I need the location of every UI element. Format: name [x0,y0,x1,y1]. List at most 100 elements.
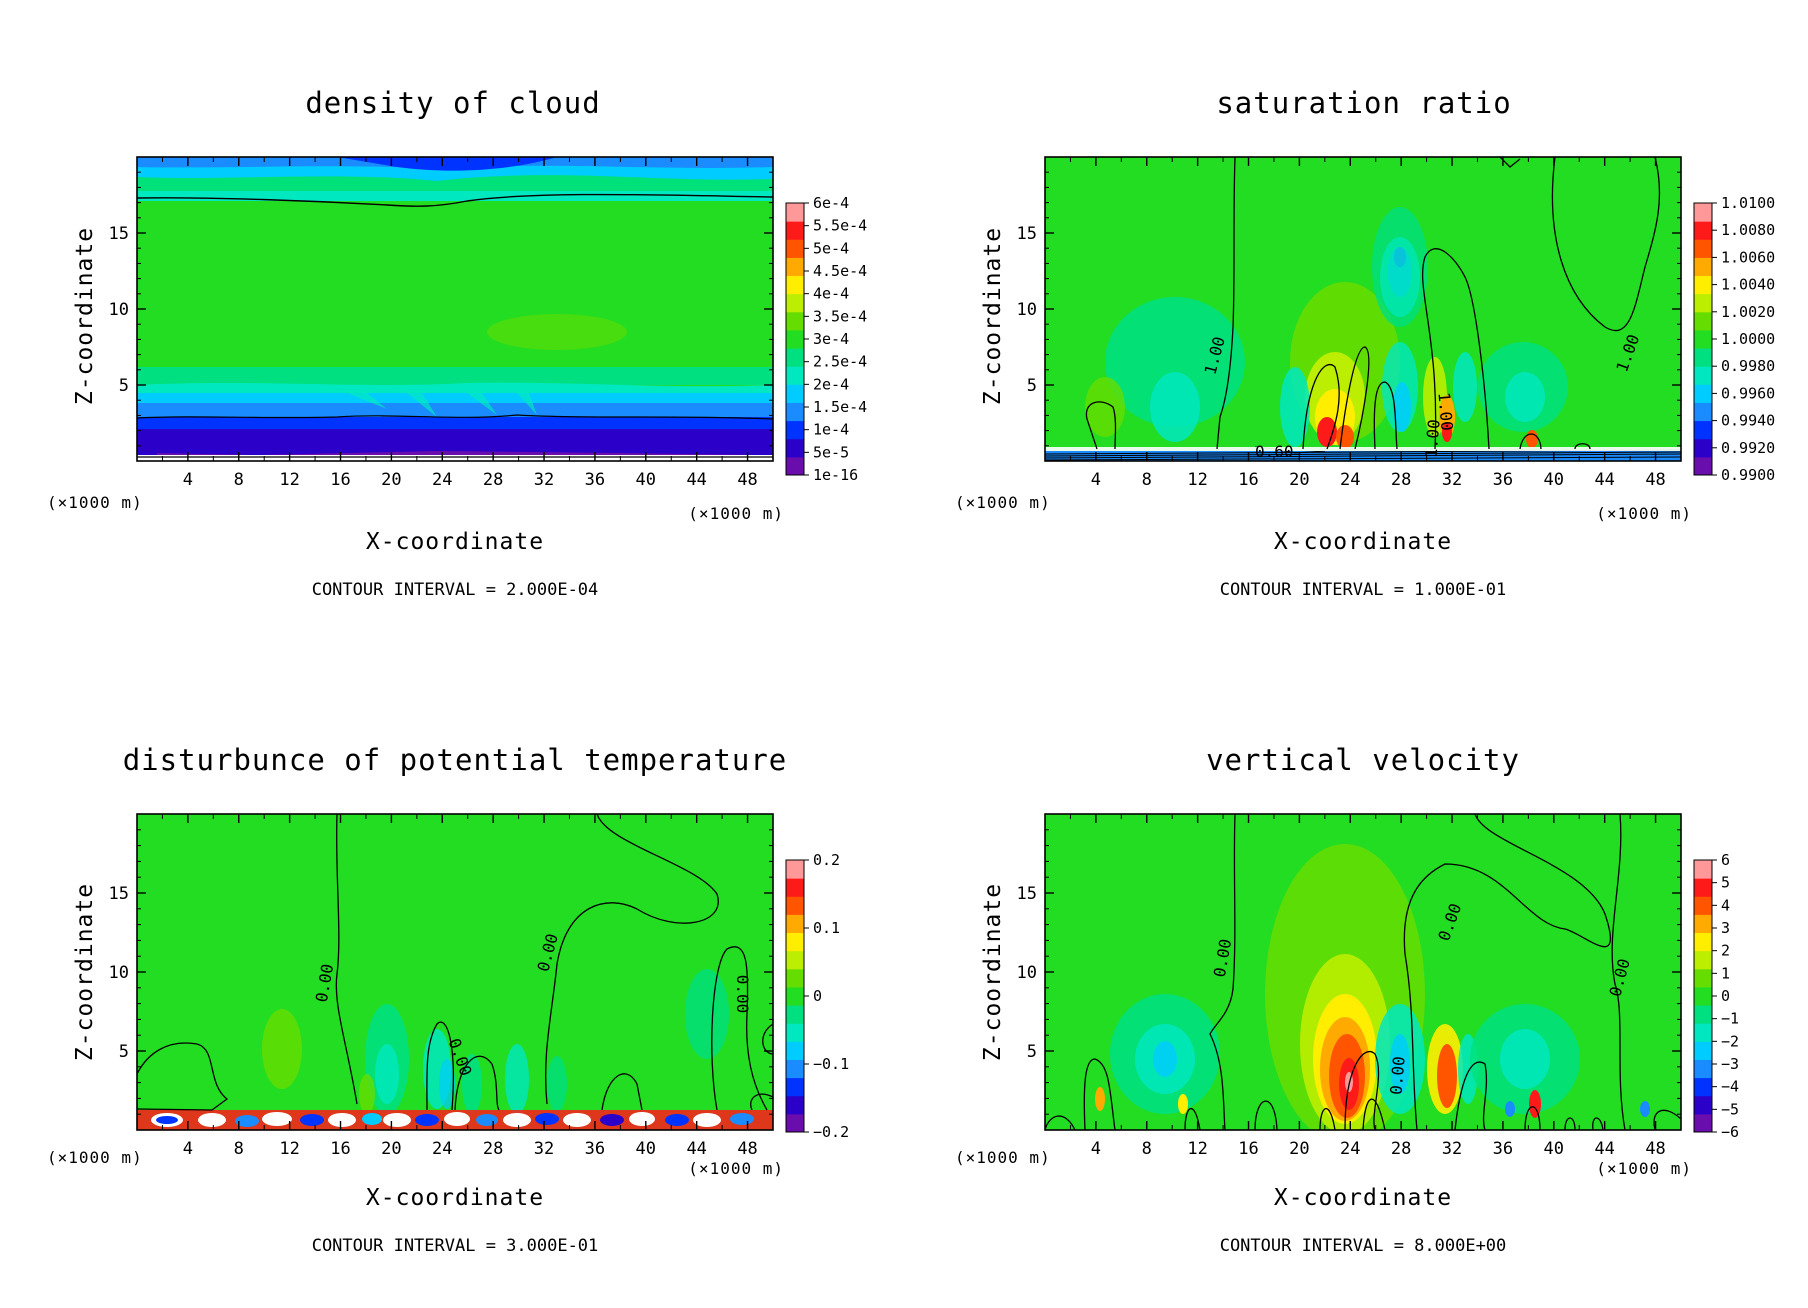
colorbar-tick-label: 1.0060 [1721,248,1775,266]
colorbar-swatch [786,239,804,258]
x-tick-label: 4 [183,1139,193,1159]
colorbar-tick-label: 5e-4 [813,239,849,257]
y-tick-label: 10 [1017,300,1037,320]
plot-area: 0.00 0.00 0.00 0.00 [137,814,773,1130]
x-tick-label: 20 [1289,1139,1309,1159]
colorbar-swatch [1694,1023,1712,1042]
x-unit-right: (×1000 m) [688,504,784,523]
colorbar-tick-label: 0.9940 [1721,412,1775,430]
colorbar-swatch [786,1023,804,1042]
colorbar-swatch [1694,366,1712,385]
colorbar-tick-label: −1 [1721,1010,1739,1028]
x-tick-label: 44 [686,1139,706,1159]
colorbar-swatch [786,420,804,440]
contour-interval: CONTOUR INTERVAL = 8.000E+00 [1220,1236,1507,1256]
colorbar-swatch [1694,257,1712,277]
colorbar-tick-label: 0.1 [813,919,840,937]
x-tick-label: 24 [432,1139,452,1159]
colorbar-swatch [786,366,804,385]
colorbar-tick-label: −6 [1721,1123,1739,1141]
plot-area: 1.00 1.00 1.00 1.00 0.60 [1045,157,1681,461]
colorbar: 6 5 4 3 2 1 0 −1 −2 −3 −4 −5 −6 [1693,851,1739,1141]
colorbar-swatch [1694,311,1712,331]
colorbar-swatch [1694,968,1712,988]
x-tick-label: 8 [1142,470,1152,490]
contour-label: 1.00 [1421,419,1443,459]
colorbar-swatch [786,1113,804,1133]
colorbar-swatch [786,1005,804,1024]
x-axis-label: X-coordinate [366,529,544,555]
y-axis-label: Z-coordinate [980,227,1006,405]
x-tick-label: 28 [1391,1139,1411,1159]
colorbar-tick-label: 0.9900 [1721,466,1775,484]
x-tick-label: 44 [686,470,706,490]
x-tick-label: 20 [381,1139,401,1159]
colorbar-swatch [786,896,804,915]
y-tick-label: 10 [109,300,129,320]
colorbar-swatch [786,950,804,970]
y-tick-label: 15 [109,884,129,904]
x-unit-right: (×1000 m) [1596,504,1692,523]
x-tick-label: 24 [432,470,452,490]
colorbar-tick-label: 0.9920 [1721,439,1775,457]
x-tick-label: 8 [234,1139,244,1159]
colorbar-tick-label: 0 [813,987,822,1005]
colorbar-swatch [786,348,804,367]
colorbar-swatch [1694,896,1712,915]
plot-area [137,157,773,461]
colorbar-swatch [786,456,804,476]
contour-interval: CONTOUR INTERVAL = 1.000E-01 [1220,580,1507,600]
colorbar-swatch [786,860,804,879]
panel-title: vertical velocity [1206,743,1520,777]
colorbar-tick-label: 1.0000 [1721,330,1775,348]
colorbar-tick-label: 1.0040 [1721,276,1775,294]
x-axis-label: X-coordinate [1274,529,1452,555]
colorbar: 6e-4 5.5e-4 5e-4 4.5e-4 4e-4 3.5e-4 3e-4 2.5e-4… [785,194,867,484]
x-tick-label: 40 [636,1139,656,1159]
colorbar-tick-label: 0 [1721,987,1730,1005]
colorbar-swatch [1694,329,1712,349]
x-tick-label: 36 [1493,470,1513,490]
colorbar-tick-label: 5e-5 [813,443,849,461]
y-axis-label: Z-coordinate [72,227,98,405]
y-tick-label: 15 [1017,224,1037,244]
x-tick-label: 24 [1340,1139,1360,1159]
x-tick-label: 12 [1187,470,1207,490]
colorbar-swatch [1694,239,1712,258]
panel-saturation-ratio: saturation ratio [955,86,1775,600]
x-tick-label: 4 [1091,1139,1101,1159]
x-tick-label: 48 [737,470,757,490]
colorbar-swatch [1694,384,1712,403]
colorbar-swatch [786,968,804,988]
colorbar-swatch [786,311,804,331]
contour-label: 0.00 [733,975,752,1014]
y-tick-label: 5 [119,1042,129,1062]
x-tick-label: 12 [279,1139,299,1159]
x-tick-label: 44 [1594,1139,1614,1159]
colorbar-swatch [1694,914,1712,934]
y-tick-label: 15 [1017,884,1037,904]
colorbar: 1.0100 1.0080 1.0060 1.0040 1.0020 1.0000 0.99… [1693,194,1775,484]
plot-area: 0.00 0.00 0.00 0.00 [1045,814,1681,1130]
panel-potential-temperature: disturbunce of potential temperature [47,743,849,1256]
colorbar-swatch [786,203,804,222]
colorbar-swatch [786,878,804,897]
colorbar-tick-label: −5 [1721,1100,1739,1118]
colorbar-swatch [786,293,804,313]
x-tick-label: 32 [534,470,554,490]
colorbar-swatch [786,384,804,403]
colorbar-tick-label: 2.5e-4 [813,353,867,371]
colorbar-swatch [786,932,804,952]
colorbar-tick-label: −0.1 [813,1055,849,1073]
colorbar-swatch [1694,932,1712,952]
colorbar-swatch [1694,860,1712,879]
x-tick-label: 12 [1187,1139,1207,1159]
colorbar-tick-label: −3 [1721,1055,1739,1073]
colorbar-tick-label: 4.5e-4 [813,262,867,280]
colorbar-tick-label: 1.0100 [1721,194,1775,212]
colorbar-swatch [1694,293,1712,313]
colorbar-swatch [786,1077,804,1097]
panel-vertical-velocity: vertical velocity [955,743,1739,1256]
colorbar-swatch [1694,950,1712,970]
panel-density-of-cloud: density of cloud 4 8 12 16 20 24 28 32 36 40 44 485… [47,86,867,600]
